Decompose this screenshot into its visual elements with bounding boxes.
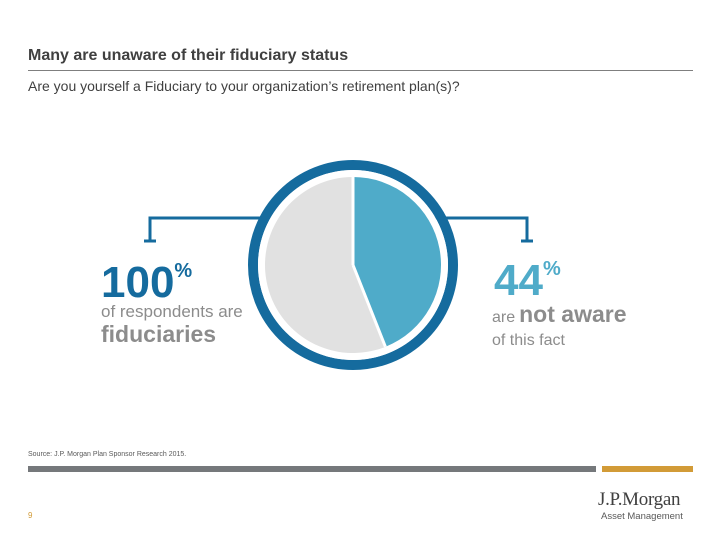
left-big-number: 100% — [101, 258, 192, 307]
title-divider — [28, 70, 693, 71]
right-callout-emphasis: not aware — [519, 301, 626, 327]
left-connector — [144, 216, 268, 243]
left-number-value: 100 — [101, 258, 174, 307]
logo-subtitle: Asset Management — [601, 511, 683, 522]
right-callout-line2: of this fact — [492, 332, 565, 349]
pie-divider-2 — [351, 264, 387, 348]
footer-bar — [28, 466, 596, 472]
right-callout-line1: are not aware — [492, 301, 627, 327]
company-logo: J.P.Morgan Asset Management — [598, 490, 698, 523]
pie-slice-aware — [265, 177, 386, 353]
page-subtitle: Are you yourself a Fiduciary to your org… — [28, 78, 460, 94]
logo-wordmark: J.P.Morgan — [598, 489, 681, 510]
right-number-suffix: % — [543, 258, 561, 280]
outer-ring — [248, 160, 458, 370]
source-note: Source: J.P. Morgan Plan Sponsor Researc… — [28, 451, 187, 458]
footer-accent-bar — [602, 466, 693, 472]
right-connector — [428, 216, 533, 243]
pie-slice-not-aware — [353, 177, 442, 347]
left-callout-line1: of respondents are — [101, 302, 243, 321]
right-callout-prefix: are — [492, 309, 515, 326]
page-title: Many are unaware of their fiduciary stat… — [28, 47, 349, 64]
right-big-number: 44% — [494, 256, 561, 305]
right-number-value: 44 — [494, 256, 543, 305]
left-number-suffix: % — [174, 260, 192, 282]
left-callout-line2: fiduciaries — [101, 321, 216, 347]
page-number: 9 — [28, 511, 33, 520]
